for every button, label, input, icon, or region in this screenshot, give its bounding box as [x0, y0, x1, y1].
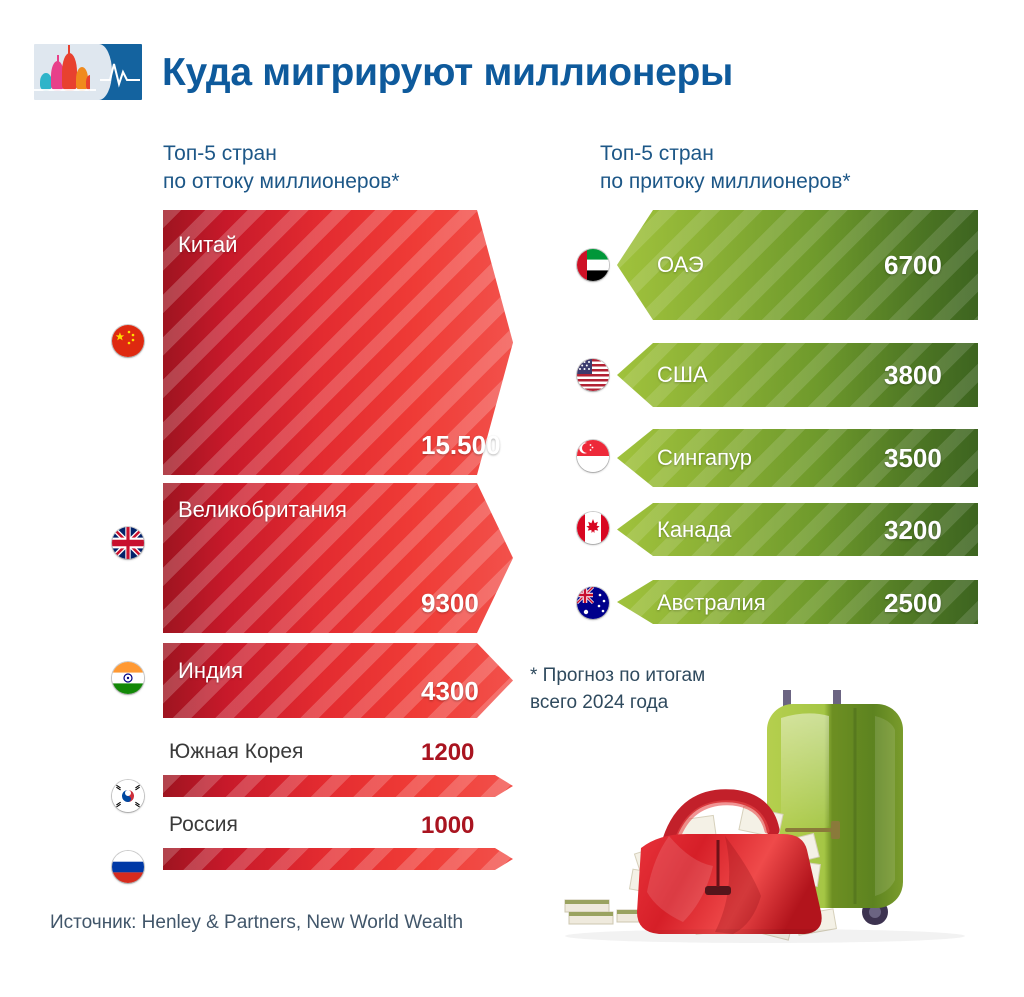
page-title: Куда мигрируют миллионеры — [162, 50, 733, 94]
flag-gb-icon — [112, 527, 144, 559]
inflow-bar-uae — [617, 210, 978, 320]
outflow-value-india: 4300 — [421, 676, 479, 706]
outflow-label-india: Индия — [178, 658, 244, 683]
inflow-value-australia: 2500 — [884, 588, 942, 618]
inflow-value-singapore: 3500 — [884, 443, 942, 473]
outflow-label-south-korea: Южная Корея — [169, 740, 304, 763]
outflow-bar-china — [163, 210, 513, 475]
inflow-label-uae: ОАЭ — [657, 252, 704, 277]
flag-in-icon — [112, 662, 144, 694]
inflow-column-heading: Топ-5 стран по притоку миллионеров* — [600, 142, 851, 194]
outflow-value-south-korea: 1200 — [421, 739, 475, 766]
inflow-label-australia: Австралия — [657, 590, 766, 615]
forecast-footnote: * Прогноз по итогам всего 2024 года — [530, 665, 706, 713]
flag-au-icon — [577, 587, 609, 619]
flag-sg-icon — [577, 440, 609, 472]
source-line: Источник: Henley & Partners, New World W… — [50, 912, 464, 933]
outflow-chart: Китай 15.500 Великобритания 9300 — [0, 0, 530, 900]
flag-cn-icon — [112, 325, 144, 357]
ria-novosti-logo — [34, 44, 142, 100]
inflow-chart: ОАЭ 6700 — [577, 210, 978, 624]
inflow-label-usa: США — [657, 362, 708, 387]
flag-ru-icon — [112, 851, 144, 883]
flag-kr-icon — [112, 780, 144, 812]
inflow-value-canada: 3200 — [884, 515, 942, 545]
header: Куда мигрируют миллионеры — [34, 44, 733, 100]
inflow-bar-usa — [617, 343, 978, 407]
outflow-label-russia: Россия — [169, 813, 238, 836]
outflow-bar-south-korea — [163, 775, 513, 797]
flag-ca-icon — [577, 512, 609, 544]
outflow-bar-india — [163, 643, 513, 718]
outflow-column-heading: Топ-5 стран по оттоку миллионеров* — [163, 142, 400, 194]
outflow-bar-uk — [163, 483, 513, 633]
outflow-label-uk: Великобритания — [178, 497, 347, 522]
flag-ae-icon — [577, 249, 609, 281]
inflow-value-uae: 6700 — [884, 250, 942, 280]
inflow-bar-australia — [617, 580, 978, 624]
pulse-icon — [100, 63, 140, 88]
outflow-label-china: Китай — [178, 232, 238, 257]
inflow-bar-singapore — [617, 429, 978, 487]
flag-us-icon — [577, 359, 609, 391]
outflow-value-china: 15.500 — [421, 430, 501, 460]
inflow-bar-canada — [617, 503, 978, 556]
luggage-illustration — [545, 678, 1005, 950]
inflow-label-singapore: Сингапур — [657, 445, 753, 470]
outflow-value-russia: 1000 — [421, 812, 475, 839]
outflow-value-uk: 9300 — [421, 588, 479, 618]
inflow-label-canada: Канада — [657, 517, 732, 542]
inflow-value-usa: 3800 — [884, 360, 942, 390]
outflow-bar-russia — [163, 848, 513, 870]
